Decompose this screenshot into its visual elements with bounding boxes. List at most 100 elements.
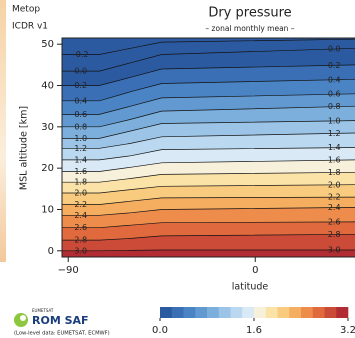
plot-area: -0.2 0.0 0.0 0.2 0.2 0.4 0.4 0.6 0.6 0.8 0.8 1.0 1.0… (62, 38, 355, 257)
contour-label: 0.2 (328, 61, 341, 70)
contour-band (62, 133, 355, 160)
colorbar-cell (160, 307, 173, 318)
colorbar-cell (336, 307, 349, 318)
contour-label: 1.2 (328, 129, 341, 138)
chart-subtitle: – zonal monthly mean – (205, 24, 294, 33)
contour-band (62, 159, 355, 183)
contour-line (62, 38, 355, 55)
contour-band (62, 93, 355, 127)
contour-label: 3.0 (74, 246, 87, 255)
colorbar-cell (289, 307, 302, 318)
contour-line (62, 93, 355, 115)
contour-band (62, 147, 355, 172)
contour-label: 2.2 (74, 200, 87, 209)
y-tick-label: 30 (41, 122, 54, 133)
contour-line (62, 120, 355, 139)
contour-line (62, 184, 355, 194)
contour-label: 0.8 (328, 102, 341, 111)
contour-line (62, 196, 355, 205)
colorbar-cell (230, 307, 243, 318)
contour-line (62, 147, 355, 161)
contour-line (62, 207, 355, 216)
contour-label: 1.2 (74, 144, 87, 153)
contour-band (62, 48, 355, 86)
contour-label: 0.0 (74, 67, 87, 76)
neighbor-panel (0, 0, 6, 262)
contour-band (62, 39, 355, 72)
contour-label: 0.2 (74, 81, 87, 90)
contour-label: 0.8 (74, 122, 87, 131)
contour-band (62, 106, 355, 139)
contour-band (62, 234, 355, 251)
mission: Metop (12, 5, 40, 15)
logo-text: ROM SAF (32, 314, 89, 327)
colorbar-cell (183, 307, 196, 318)
contour-label: -0.2 (73, 50, 89, 59)
contour-band (62, 197, 355, 216)
contour-line (62, 159, 355, 172)
contour-label: 2.8 (328, 230, 341, 239)
contour-label: 0.0 (328, 44, 341, 53)
contour-line (62, 132, 355, 149)
footer-note: (Low-level data: EUMETSAT, ECMWF) (14, 331, 110, 337)
contour-label: 0.4 (74, 96, 87, 105)
contour-band (62, 221, 355, 241)
contour-label: 1.4 (328, 143, 341, 152)
contour-label: 2.4 (74, 211, 87, 220)
x-axis-label: latitude (232, 282, 269, 293)
y-tick-label: 50 (41, 39, 54, 50)
y-tick-label: 40 (41, 81, 54, 92)
x-tick-label: −90 (58, 265, 79, 276)
colorbar-tick-label: 3.2 (340, 325, 355, 336)
contour-band (62, 38, 355, 55)
contour-label: 1.0 (74, 134, 87, 143)
contour-label: 1.6 (74, 167, 87, 176)
colorbar-cell (254, 307, 267, 318)
contour-band (62, 172, 355, 193)
colorbar-cell (171, 307, 184, 318)
product: ICDR v1 (12, 22, 48, 32)
x-tick-label: 0 (252, 265, 258, 276)
contour-label: 2.2 (328, 193, 341, 202)
contour-label: 0.4 (328, 75, 341, 84)
contour-line (62, 105, 355, 128)
contour-line (62, 47, 355, 72)
contour-label: 1.0 (328, 116, 341, 125)
contour-label: 2.0 (74, 188, 87, 197)
contour-line (62, 171, 355, 183)
colorbar-cell (195, 307, 208, 318)
logo-icon-dot (20, 315, 26, 321)
colorbar-cell (324, 307, 337, 318)
contour-label: 2.8 (74, 236, 87, 245)
contour-line (62, 64, 355, 86)
colorbar-cell (277, 307, 290, 318)
contour-label: 3.0 (328, 245, 341, 254)
contour-label: 2.0 (328, 180, 341, 189)
colorbar-cell (207, 307, 220, 318)
contour-label: 1.4 (74, 155, 87, 164)
plot-frame (61, 37, 355, 258)
contour-label: 0.6 (74, 110, 87, 119)
contour-label: 1.8 (74, 178, 87, 187)
contour-label: 2.6 (328, 217, 341, 226)
contour-line (62, 221, 355, 229)
contour-band (62, 184, 355, 205)
contour-line (62, 233, 355, 241)
contour-label: 0.6 (328, 90, 341, 99)
contour-line (62, 78, 355, 102)
colorbar-cell (265, 307, 278, 318)
contour-band (62, 250, 355, 257)
contour-band (62, 64, 355, 101)
contour-band (62, 120, 355, 149)
contour-label: 2.6 (74, 223, 87, 232)
contour-label: 2.4 (328, 203, 341, 212)
contour-line (62, 249, 355, 252)
y-tick-label: 10 (41, 204, 54, 215)
y-axis-label: MSL altitude [km] (19, 106, 30, 190)
contour-label: 1.6 (328, 156, 341, 165)
colorbar-cell (218, 307, 231, 318)
agency: EUMETSAT (32, 308, 54, 313)
contour-label: 1.8 (328, 168, 341, 177)
colorbar-cell (242, 307, 255, 318)
